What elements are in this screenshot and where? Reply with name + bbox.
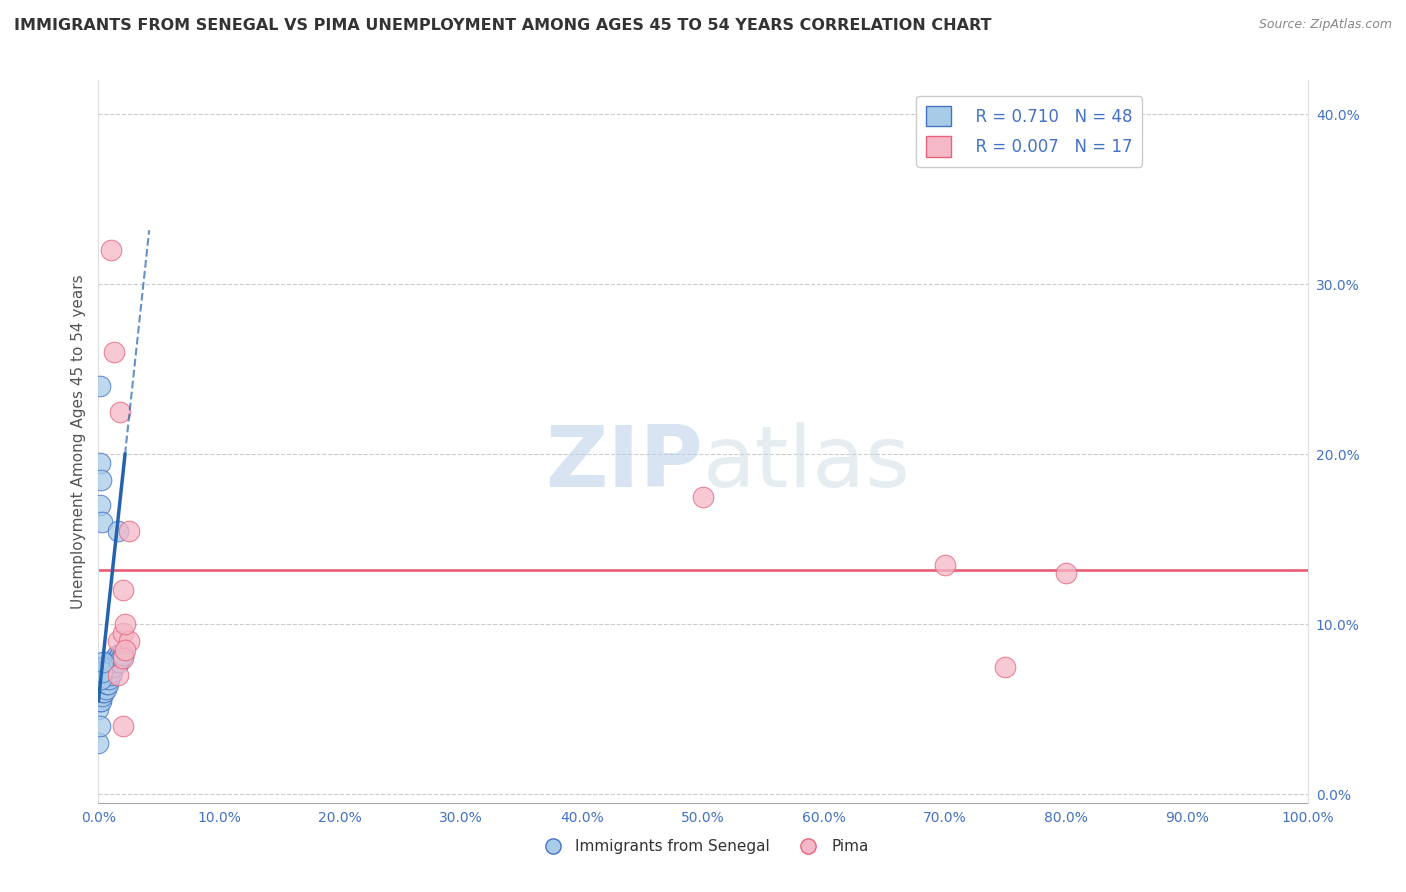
Point [107,634,129,648]
Point [91,689,114,703]
Legend: Immigrants from Senegal, Pima: Immigrants from Senegal, Pima [531,833,875,860]
Point [118,524,141,538]
Point [89,379,111,393]
Point [108,648,131,662]
Point [105,648,128,662]
Point [103,345,125,359]
Point [91,655,114,669]
Point [107,651,129,665]
Point [98,672,121,686]
Point [90,660,112,674]
Point [89,719,111,733]
Point [994,660,1017,674]
Point [111,719,134,733]
Point [100,665,122,679]
Point [87,736,110,750]
Point [90,677,112,691]
Point [692,490,714,504]
Point [91,681,114,696]
Point [103,655,125,669]
Point [107,668,129,682]
Point [100,655,122,669]
Text: atlas: atlas [703,422,911,505]
Point [108,405,131,419]
Point [100,668,122,682]
Point [90,685,112,699]
Point [1054,566,1077,581]
Point [111,625,134,640]
Point [89,677,111,691]
Point [94,681,117,696]
Point [94,668,117,682]
Text: Source: ZipAtlas.com: Source: ZipAtlas.com [1258,18,1392,31]
Point [93,672,115,686]
Point [90,672,112,686]
Point [87,668,110,682]
Point [114,617,136,632]
Point [98,660,121,674]
Point [96,665,118,679]
Point [118,634,141,648]
Point [111,651,134,665]
Point [111,583,134,598]
Point [100,244,122,258]
Point [89,498,111,512]
Point [97,665,120,679]
Point [934,558,956,572]
Y-axis label: Unemployment Among Ages 45 to 54 years: Unemployment Among Ages 45 to 54 years [72,274,87,609]
Point [89,694,111,708]
Point [93,660,115,674]
Point [90,473,112,487]
Point [104,651,127,665]
Point [111,648,134,662]
Point [91,685,114,699]
Point [87,702,110,716]
Point [89,456,111,470]
Point [97,677,120,691]
Text: ZIP: ZIP [546,422,703,505]
Point [91,665,114,679]
Point [110,651,132,665]
Point [90,694,112,708]
Point [93,685,115,699]
Point [107,524,129,538]
Point [91,668,114,682]
Point [96,677,118,691]
Point [114,642,136,657]
Point [91,672,114,686]
Text: IMMIGRANTS FROM SENEGAL VS PIMA UNEMPLOYMENT AMONG AGES 45 TO 54 YEARS CORRELATI: IMMIGRANTS FROM SENEGAL VS PIMA UNEMPLOY… [14,18,991,33]
Point [91,516,114,530]
Point [108,655,131,669]
Point [87,685,110,699]
Point [101,660,124,674]
